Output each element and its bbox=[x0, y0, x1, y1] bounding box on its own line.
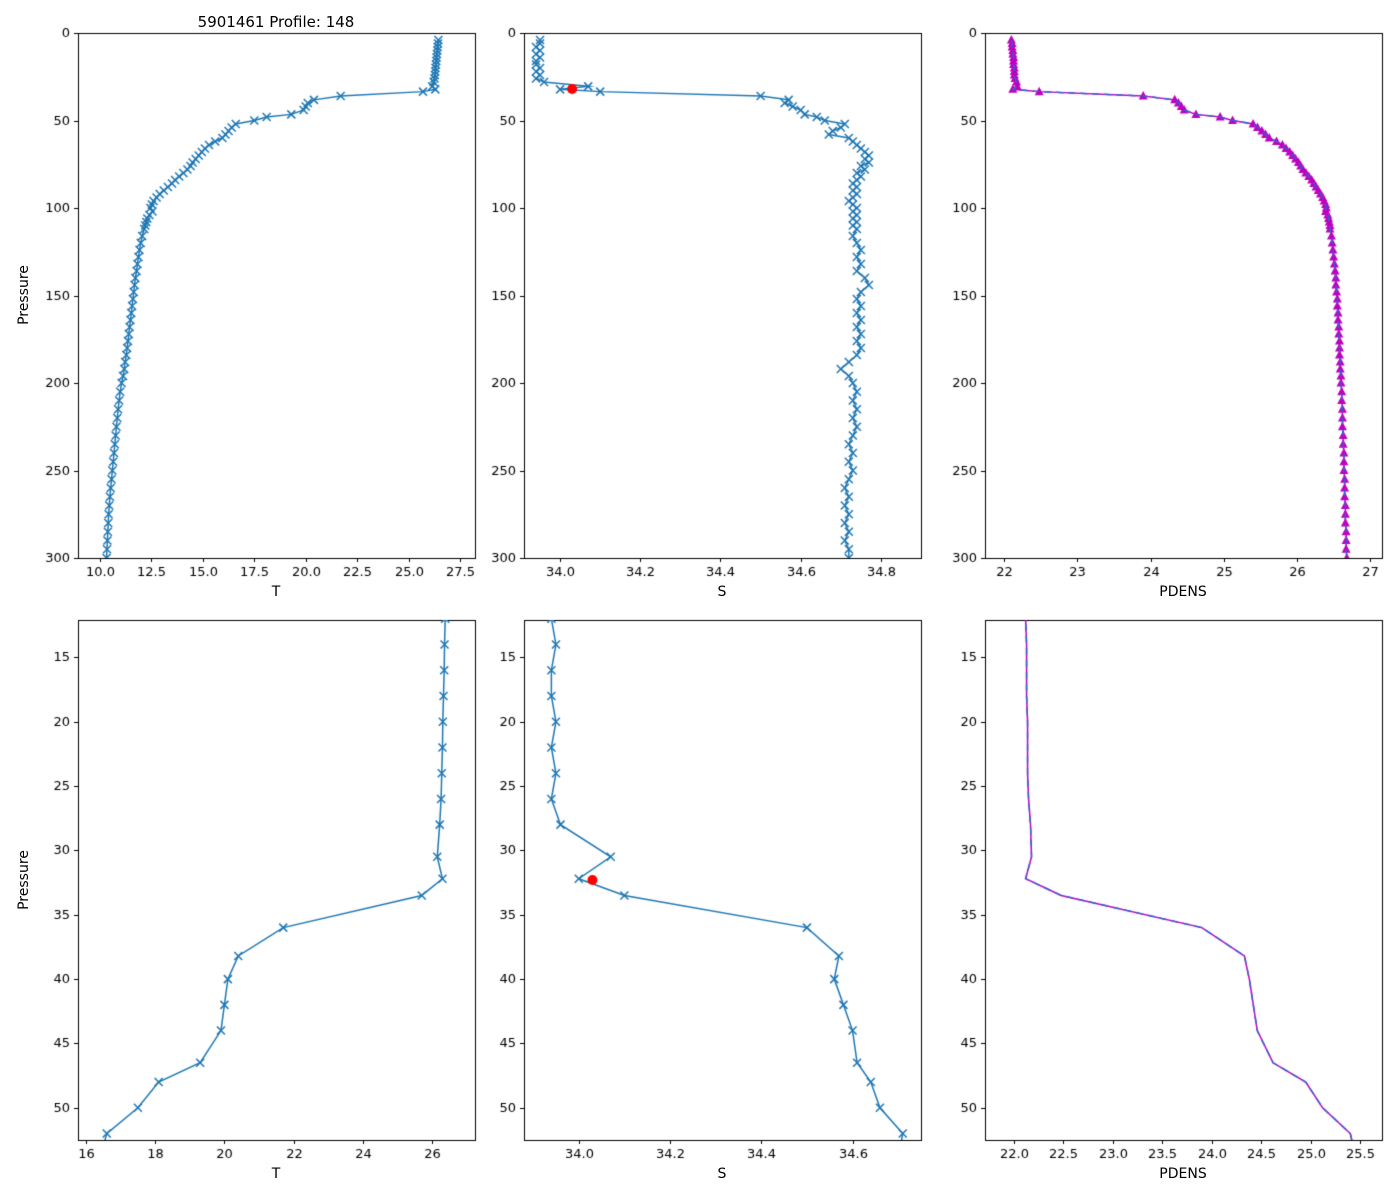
profile-plots-canvas bbox=[0, 0, 1400, 1200]
argo-profile-figure: 5901461 Profile: 148 Pressure Pressure T… bbox=[0, 0, 1400, 1200]
